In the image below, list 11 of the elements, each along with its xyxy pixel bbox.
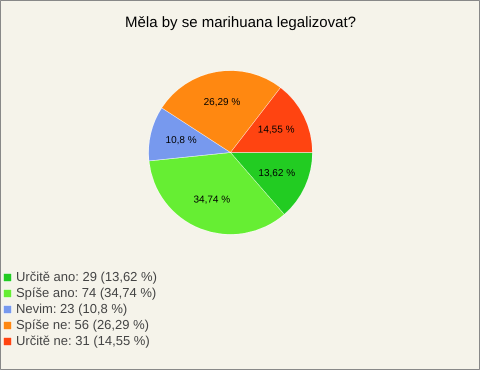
data-label: 26,29 %	[204, 96, 240, 108]
chart-title: Měla by se marihuana legalizovat?	[125, 14, 356, 31]
data-label: 13,62 %	[258, 168, 296, 180]
legend-label: Určitě ano: 29 (13,62 %)	[16, 269, 157, 284]
data-label: 10,8 %	[166, 135, 197, 146]
data-label: 34,74 %	[193, 194, 230, 206]
legend-label: Nevim: 23 (10,8 %)	[16, 301, 128, 316]
data-label: 14,55 %	[258, 124, 295, 136]
legend-label: Spíše ne: 56 (26,29 %)	[16, 317, 149, 332]
legend-label: Spíše ano: 74 (34,74 %)	[16, 285, 156, 300]
legend-label: Určitě ne: 31 (14,55 %)	[16, 333, 150, 348]
